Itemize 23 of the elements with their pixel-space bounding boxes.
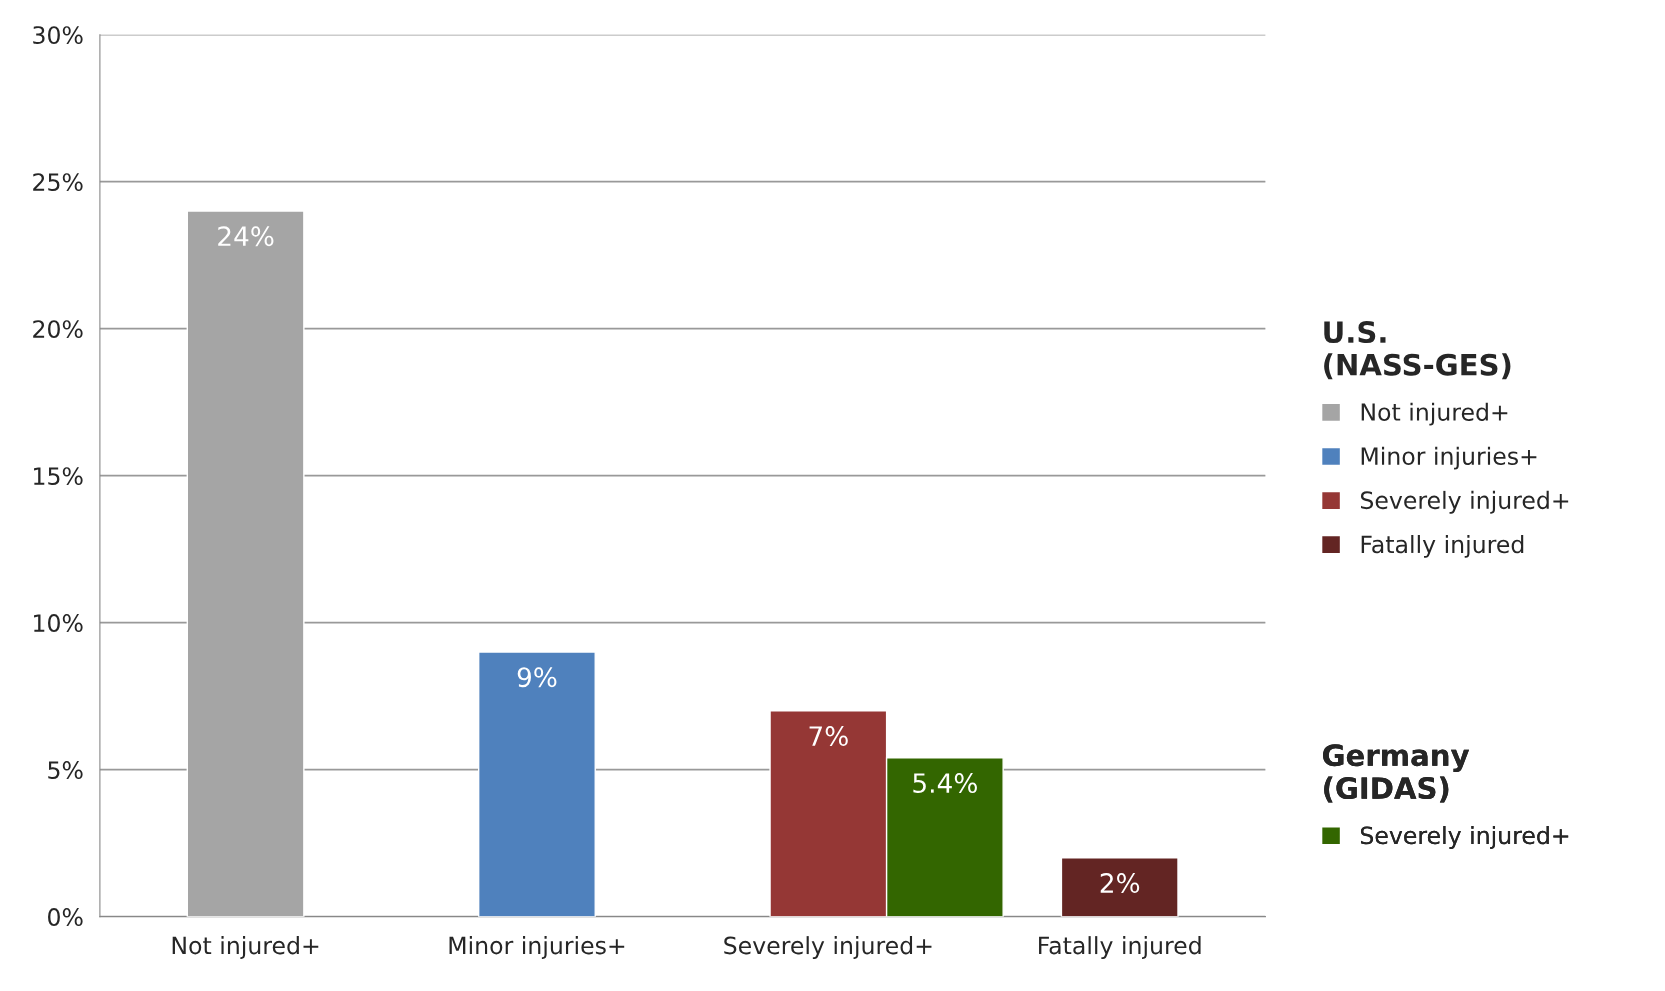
y-tick-label: 10% [34, 614, 83, 632]
data-label: 9% [517, 667, 557, 688]
x-tick-label: Severely injured+ [724, 936, 932, 959]
legend-label: Severely injured+ [1360, 490, 1569, 514]
data-label: 24% [218, 226, 274, 247]
legend-label: Severely injured+ [1360, 826, 1569, 849]
data-label: 7% [809, 726, 848, 746]
x-tick-label: Minor injuries+ [449, 936, 625, 959]
x-tick-label: Not injured+ [172, 936, 319, 959]
y-tick-label: 25% [33, 173, 83, 191]
y-tick-label: 20% [33, 320, 83, 338]
x-tick-label: Fatally injured [1039, 936, 1201, 959]
legend-label: Not injured+ [1361, 402, 1508, 426]
y-tick-label: 30% [33, 26, 83, 44]
legend-label: Fatally injured [1361, 534, 1524, 558]
y-tick-label: 5% [48, 761, 83, 779]
text: U.S. (NASS-GES) [1324, 321, 1511, 380]
data-label: 2% [1100, 873, 1140, 893]
data-label: 5.4% [913, 773, 977, 794]
text: Germany (GIDAS) [1323, 744, 1470, 803]
y-tick-label: 15% [34, 467, 83, 485]
y-tick-label: 0% [48, 908, 83, 926]
legend-label: Minor injuries+ [1361, 446, 1537, 470]
